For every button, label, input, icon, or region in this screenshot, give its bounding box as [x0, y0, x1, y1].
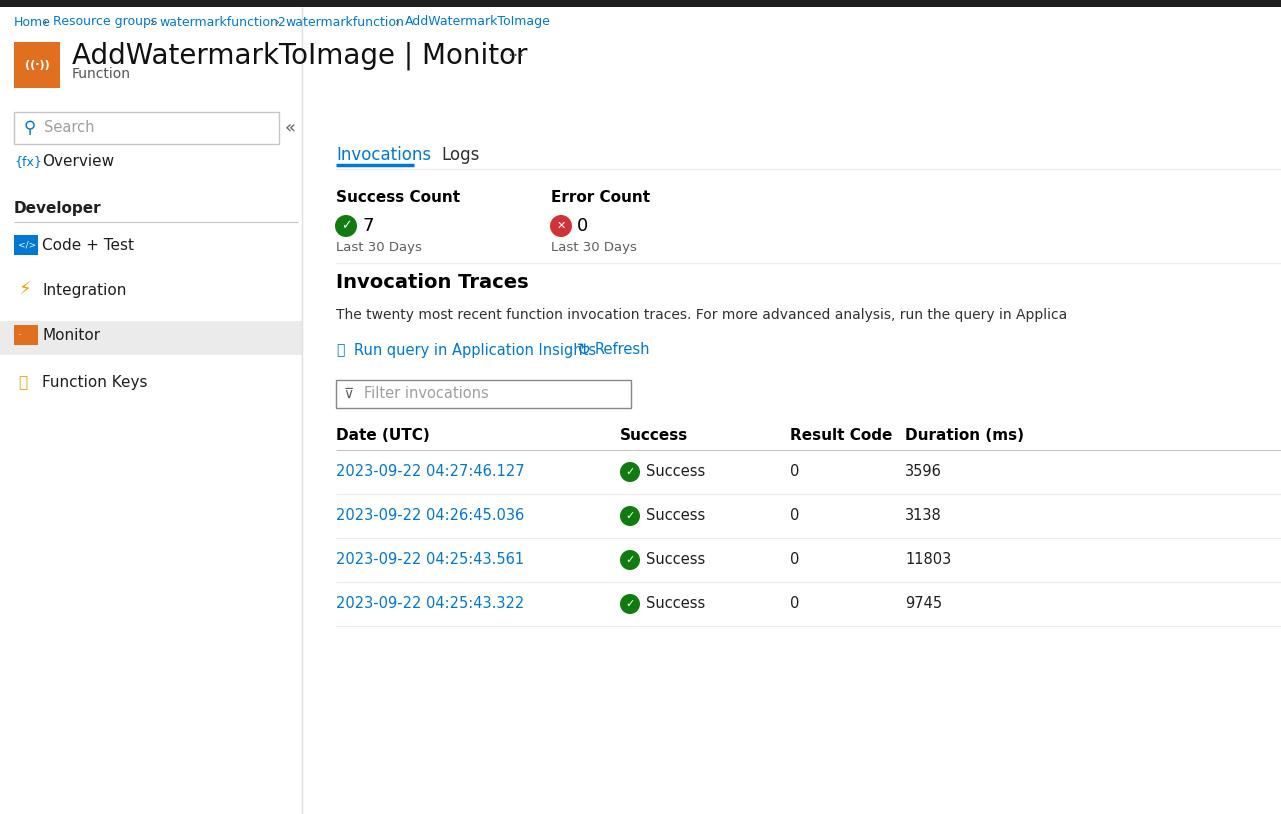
- Text: Duration (ms): Duration (ms): [904, 428, 1024, 444]
- Text: 0: 0: [576, 217, 588, 235]
- Text: AddWatermarkToImage | Monitor: AddWatermarkToImage | Monitor: [72, 42, 528, 70]
- Circle shape: [620, 462, 640, 482]
- Text: «: «: [284, 119, 296, 137]
- Text: watermarkfunction2: watermarkfunction2: [160, 15, 287, 28]
- Text: ((·)): ((·)): [24, 60, 50, 70]
- Bar: [14, 235, 38, 255]
- Text: 2023-09-22 04:25:43.561: 2023-09-22 04:25:43.561: [336, 553, 524, 567]
- Text: Home: Home: [14, 15, 51, 28]
- Text: ›: ›: [38, 15, 51, 28]
- Text: 0: 0: [790, 509, 799, 523]
- Text: 2023-09-22 04:25:43.322: 2023-09-22 04:25:43.322: [336, 597, 524, 611]
- Bar: [0, 0, 1281, 7]
- Circle shape: [620, 594, 640, 614]
- Bar: [0, 321, 302, 355]
- Text: 2023-09-22 04:26:45.036: 2023-09-22 04:26:45.036: [336, 509, 524, 523]
- Bar: [14, 112, 279, 144]
- Text: ·: ·: [18, 330, 22, 340]
- Text: Refresh: Refresh: [594, 343, 649, 357]
- Text: 7: 7: [363, 217, 374, 235]
- Text: ✓: ✓: [625, 511, 634, 521]
- Text: watermarkfunction: watermarkfunction: [286, 15, 405, 28]
- Text: 0: 0: [790, 597, 799, 611]
- Text: Search: Search: [44, 120, 95, 135]
- Text: </>: </>: [18, 240, 40, 250]
- Text: ✓: ✓: [625, 555, 634, 565]
- Bar: [14, 325, 38, 345]
- Text: Function Keys: Function Keys: [42, 375, 147, 391]
- Text: Success: Success: [646, 597, 706, 611]
- Text: Error Count: Error Count: [551, 190, 651, 205]
- Bar: [14, 42, 60, 88]
- Text: 9745: 9745: [904, 597, 942, 611]
- Text: Invocations: Invocations: [336, 146, 432, 164]
- Text: ✓: ✓: [625, 599, 634, 609]
- Text: 3138: 3138: [904, 509, 942, 523]
- Text: Overview: Overview: [42, 155, 114, 169]
- Text: ···: ···: [507, 47, 524, 65]
- Text: ✓: ✓: [625, 467, 634, 477]
- Text: 0: 0: [790, 553, 799, 567]
- Text: Last 30 Days: Last 30 Days: [551, 242, 637, 255]
- Text: Developer: Developer: [14, 200, 101, 216]
- Circle shape: [336, 215, 357, 237]
- Text: Filter invocations: Filter invocations: [364, 387, 489, 401]
- Bar: [336, 380, 632, 408]
- Text: Run query in Application Insights: Run query in Application Insights: [354, 343, 596, 357]
- Text: Logs: Logs: [441, 146, 479, 164]
- Text: ⊽: ⊽: [345, 387, 354, 401]
- Text: Success: Success: [646, 509, 706, 523]
- Text: ⚡: ⚡: [18, 281, 31, 299]
- Text: Result Code: Result Code: [790, 428, 893, 444]
- Text: 2023-09-22 04:27:46.127: 2023-09-22 04:27:46.127: [336, 465, 525, 479]
- Text: 3596: 3596: [904, 465, 942, 479]
- Text: Success Count: Success Count: [336, 190, 460, 205]
- Text: Monitor: Monitor: [42, 327, 100, 343]
- Text: Success: Success: [620, 428, 688, 444]
- Text: ⚲: ⚲: [24, 119, 36, 137]
- Text: Last 30 Days: Last 30 Days: [336, 242, 421, 255]
- Text: Success: Success: [646, 553, 706, 567]
- Circle shape: [620, 550, 640, 570]
- Text: ›: ›: [146, 15, 159, 28]
- Circle shape: [550, 215, 573, 237]
- Text: {fx}: {fx}: [14, 155, 42, 168]
- Text: Date (UTC): Date (UTC): [336, 428, 429, 444]
- Text: Invocation Traces: Invocation Traces: [336, 274, 529, 292]
- Text: ›: ›: [391, 15, 404, 28]
- Text: ✓: ✓: [341, 220, 351, 233]
- Text: Integration: Integration: [42, 282, 127, 297]
- Text: ↻: ↻: [576, 341, 591, 359]
- Text: ✕: ✕: [556, 221, 566, 231]
- Text: Resource groups: Resource groups: [53, 15, 158, 28]
- Text: AddWatermarkToImage: AddWatermarkToImage: [405, 15, 551, 28]
- Text: Success: Success: [646, 465, 706, 479]
- Text: 0: 0: [790, 465, 799, 479]
- Text: ⤴: ⤴: [336, 343, 345, 357]
- Text: Code + Test: Code + Test: [42, 238, 135, 252]
- Text: 🔑: 🔑: [18, 375, 27, 391]
- Circle shape: [620, 506, 640, 526]
- Text: Function: Function: [72, 67, 131, 81]
- Text: 11803: 11803: [904, 553, 952, 567]
- Text: ›: ›: [272, 15, 284, 28]
- Text: The twenty most recent function invocation traces. For more advanced analysis, r: The twenty most recent function invocati…: [336, 308, 1067, 322]
